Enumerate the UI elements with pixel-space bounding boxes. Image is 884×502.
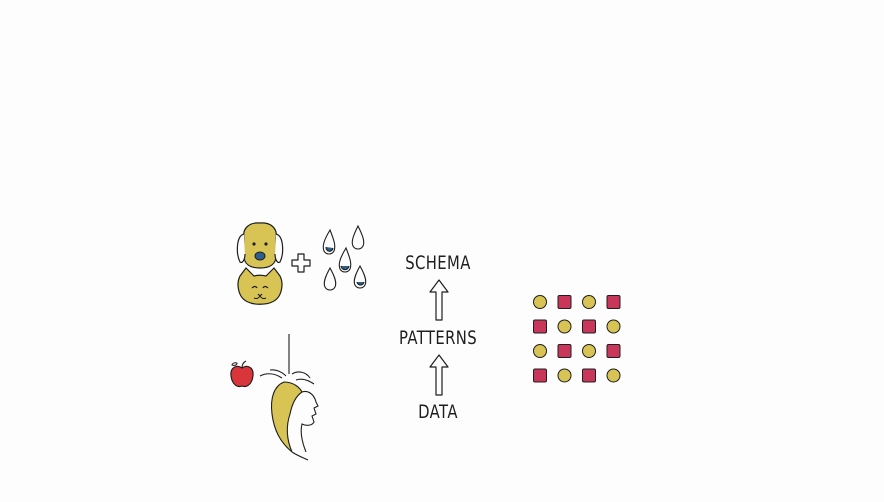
grid-circle <box>606 368 621 383</box>
patterns-label: PATTERNS <box>398 327 478 349</box>
grid-circle <box>606 319 621 334</box>
grid-circle <box>582 344 596 358</box>
grid-square <box>557 344 572 358</box>
grid-square <box>557 295 572 309</box>
data-label: DATA <box>418 401 458 423</box>
pattern-grid-icon <box>533 295 621 383</box>
falling-apple-icon <box>230 360 254 388</box>
grid-square <box>582 368 596 383</box>
grid-square <box>533 319 547 334</box>
raindrops-icon <box>322 224 367 291</box>
grid-circle <box>557 368 572 383</box>
dog-and-cat-icon <box>236 222 284 305</box>
grid-circle <box>533 344 547 358</box>
grid-square <box>606 344 621 358</box>
dog-icon <box>236 222 284 269</box>
grid-circle <box>582 295 596 309</box>
grid-square <box>582 319 596 334</box>
girl-profile-icon <box>259 334 319 461</box>
grid-square <box>606 295 621 309</box>
up-arrow-icon <box>429 279 449 321</box>
cat-icon <box>237 267 283 305</box>
grid-square <box>533 368 547 383</box>
grid-circle <box>557 319 572 334</box>
schema-label: SCHEMA <box>405 252 471 274</box>
plus-icon <box>291 253 311 273</box>
grid-circle <box>533 295 547 309</box>
up-arrow-icon <box>429 354 449 396</box>
